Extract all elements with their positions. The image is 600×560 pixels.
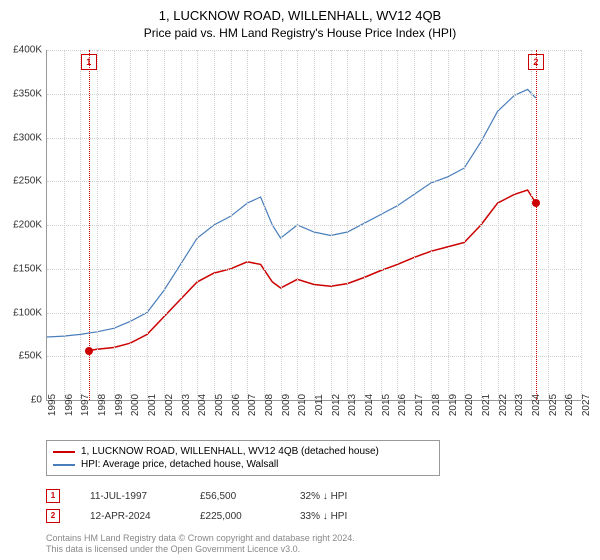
x-axis-label: 2019 <box>448 394 459 416</box>
y-axis-label: £250K <box>13 176 42 187</box>
chart-marker-label: 1 <box>81 54 97 70</box>
x-axis-label: 2005 <box>214 394 225 416</box>
transaction-diff: 33% ↓ HPI <box>300 511 347 522</box>
x-axis-label: 2022 <box>498 394 509 416</box>
legend-item: 1, LUCKNOW ROAD, WILLENHALL, WV12 4QB (d… <box>53 445 433 458</box>
x-axis-label: 2014 <box>364 394 375 416</box>
x-axis-label: 2012 <box>331 394 342 416</box>
y-axis-label: £150K <box>13 263 42 274</box>
y-axis-label: £0 <box>31 395 42 406</box>
copyright: Contains HM Land Registry data © Crown c… <box>46 533 355 556</box>
x-axis-label: 2008 <box>264 394 275 416</box>
legend-label: HPI: Average price, detached house, Wals… <box>81 459 278 470</box>
x-axis-label: 2010 <box>297 394 308 416</box>
x-axis-label: 2011 <box>314 394 325 416</box>
legend-swatch <box>53 464 75 466</box>
legend-box: 1, LUCKNOW ROAD, WILLENHALL, WV12 4QB (d… <box>46 440 440 476</box>
chart-marker-dot <box>85 347 93 355</box>
y-axis-label: £100K <box>13 307 42 318</box>
x-axis-label: 2004 <box>197 394 208 416</box>
transaction-row: 2 12-APR-2024 £225,000 33% ↓ HPI <box>46 506 566 526</box>
chart-area: £0£50K£100K£150K£200K£250K£300K£350K£400… <box>46 50 581 401</box>
x-axis-label: 2023 <box>514 394 525 416</box>
x-axis-label: 2016 <box>397 394 408 416</box>
y-axis-label: £300K <box>13 132 42 143</box>
x-axis-label: 2003 <box>181 394 192 416</box>
x-axis-label: 2027 <box>581 394 592 416</box>
copyright-line: Contains HM Land Registry data © Crown c… <box>46 533 355 545</box>
chart-subtitle: Price paid vs. HM Land Registry's House … <box>0 23 600 40</box>
transaction-diff: 32% ↓ HPI <box>300 491 347 502</box>
x-axis-label: 2001 <box>147 394 158 416</box>
x-axis-label: 2015 <box>381 394 392 416</box>
x-axis-label: 1995 <box>47 394 58 416</box>
x-axis-label: 1998 <box>97 394 108 416</box>
copyright-line: This data is licensed under the Open Gov… <box>46 544 355 556</box>
x-axis-label: 2002 <box>164 394 175 416</box>
chart-container: 1, LUCKNOW ROAD, WILLENHALL, WV12 4QB Pr… <box>0 0 600 560</box>
x-axis-label: 2025 <box>548 394 559 416</box>
x-axis-label: 2020 <box>464 394 475 416</box>
transaction-marker: 1 <box>46 489 60 503</box>
transaction-date: 11-JUL-1997 <box>90 491 170 502</box>
transaction-marker: 2 <box>46 509 60 523</box>
x-axis-label: 2007 <box>247 394 258 416</box>
transaction-row: 1 11-JUL-1997 £56,500 32% ↓ HPI <box>46 486 566 506</box>
x-axis-label: 2006 <box>231 394 242 416</box>
y-axis-label: £350K <box>13 88 42 99</box>
legend-swatch <box>53 451 75 453</box>
y-axis-label: £400K <box>13 45 42 56</box>
chart-marker-dot <box>532 199 540 207</box>
x-axis-label: 2021 <box>481 394 492 416</box>
transaction-date: 12-APR-2024 <box>90 511 170 522</box>
y-axis-label: £50K <box>19 351 42 362</box>
x-axis-label: 2017 <box>414 394 425 416</box>
x-axis-label: 2000 <box>130 394 141 416</box>
x-axis-label: 1999 <box>114 394 125 416</box>
x-axis-label: 2026 <box>564 394 575 416</box>
y-axis-label: £200K <box>13 220 42 231</box>
x-axis-label: 2009 <box>281 394 292 416</box>
x-axis-label: 2013 <box>347 394 358 416</box>
x-axis-label: 1996 <box>64 394 75 416</box>
legend-item: HPI: Average price, detached house, Wals… <box>53 458 433 471</box>
legend-label: 1, LUCKNOW ROAD, WILLENHALL, WV12 4QB (d… <box>81 446 379 457</box>
transaction-price: £225,000 <box>200 511 270 522</box>
chart-title: 1, LUCKNOW ROAD, WILLENHALL, WV12 4QB <box>0 0 600 23</box>
x-axis-label: 1997 <box>80 394 91 416</box>
transaction-price: £56,500 <box>200 491 270 502</box>
transaction-rows: 1 11-JUL-1997 £56,500 32% ↓ HPI 2 12-APR… <box>46 486 566 526</box>
chart-marker-label: 2 <box>528 54 544 70</box>
x-axis-label: 2018 <box>431 394 442 416</box>
